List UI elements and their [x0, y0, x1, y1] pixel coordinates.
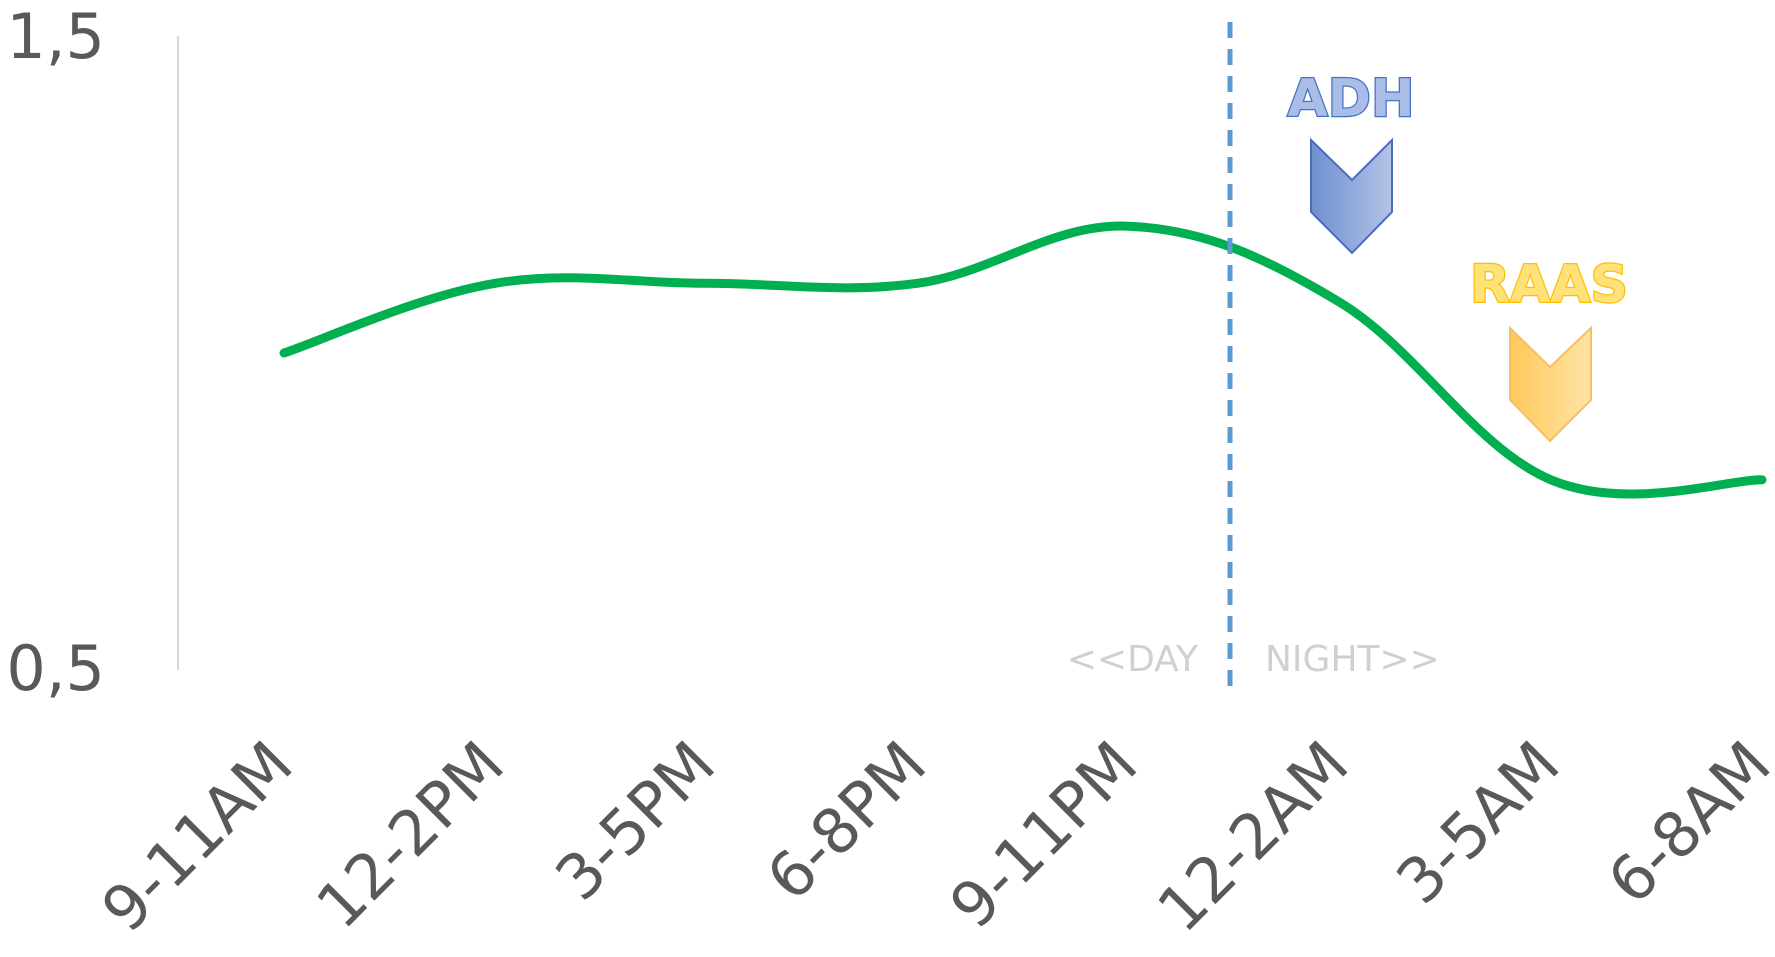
day-label: <<DAY: [1067, 639, 1199, 680]
x-tick-label: 9-11AM: [88, 727, 307, 946]
x-tick-label: 6-8AM: [1594, 727, 1775, 918]
raas-chevron-icon: [1509, 325, 1592, 443]
x-tick-label: 12-2PM: [302, 727, 517, 942]
x-tick-label: 9-11PM: [936, 727, 1151, 942]
x-tick-label: 6-8PM: [753, 727, 940, 914]
night-label: NIGHT>>: [1265, 639, 1440, 680]
raas-label: RAAS: [1470, 255, 1628, 315]
series-line: [279, 221, 1767, 499]
adh-chevron-icon: [1310, 137, 1393, 255]
adh-label: ADH: [1288, 69, 1415, 129]
y-tick-label-bottom: 0,5: [6, 632, 105, 705]
x-tick-label: 12-2AM: [1143, 727, 1362, 946]
x-tick-label: 3-5PM: [541, 727, 728, 914]
x-tick-label: 3-5AM: [1382, 727, 1573, 918]
y-tick-label-top: 1,5: [6, 0, 105, 73]
